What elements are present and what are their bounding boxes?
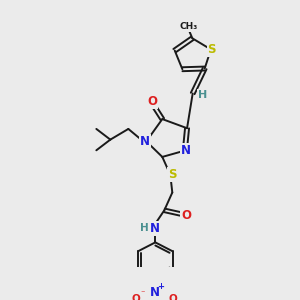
Text: O: O xyxy=(147,95,157,108)
Text: ⁻: ⁻ xyxy=(140,289,145,298)
Text: +: + xyxy=(157,282,164,291)
Text: O: O xyxy=(181,209,191,222)
Text: N: N xyxy=(140,135,150,148)
Text: CH₃: CH₃ xyxy=(179,22,197,31)
Text: H: H xyxy=(198,90,207,100)
Text: H: H xyxy=(140,223,149,233)
Text: N: N xyxy=(150,222,160,235)
Text: O: O xyxy=(169,294,178,300)
Text: N: N xyxy=(181,144,191,157)
Text: S: S xyxy=(168,168,177,181)
Text: S: S xyxy=(208,43,216,56)
Text: N: N xyxy=(150,286,160,299)
Text: O: O xyxy=(132,294,141,300)
